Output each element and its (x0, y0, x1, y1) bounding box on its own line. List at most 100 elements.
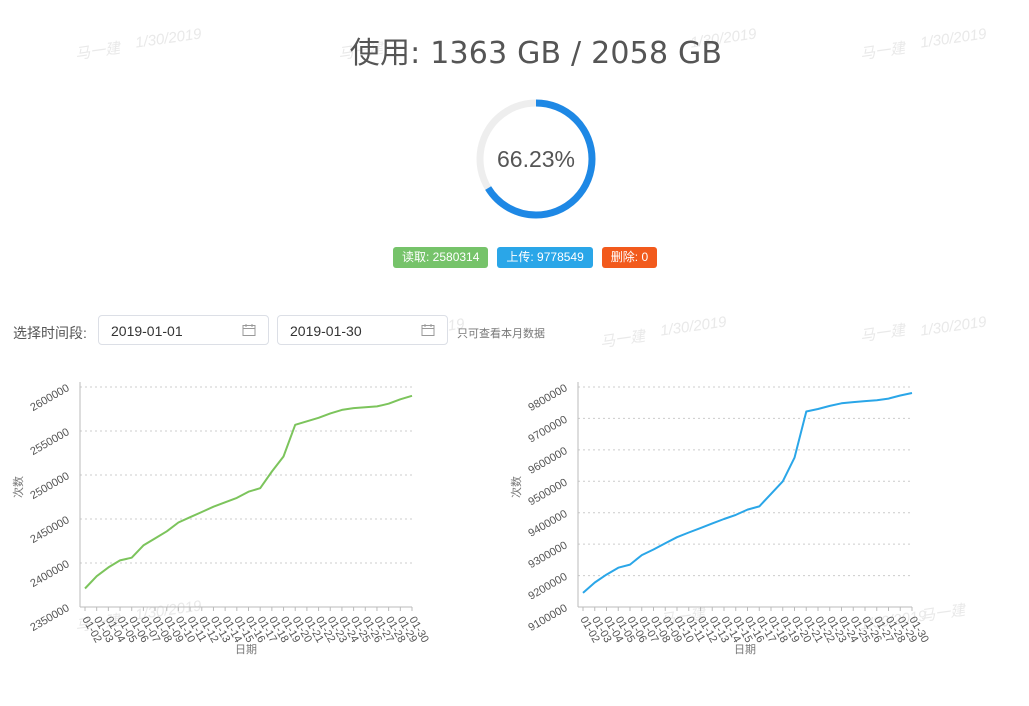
y-tick-label: 9800000 (526, 382, 569, 414)
data-point (770, 493, 772, 495)
data-point (411, 395, 413, 397)
data-point (594, 581, 596, 583)
data-point (617, 567, 619, 569)
read-count-chart: 2350000 2400000 2450000 2500000 2550000 26000… (0, 360, 440, 675)
data-point (688, 531, 690, 533)
end-date-picker[interactable]: 2019-01-30 (277, 315, 448, 345)
data-point (817, 408, 819, 410)
data-point (840, 402, 842, 404)
read-count-badge: 读取: 2580314 (393, 247, 489, 268)
stats-badges: 读取: 2580314 上传: 9778549 删除: 0 (393, 247, 658, 268)
y-tick-label: 9500000 (526, 476, 569, 508)
data-point (329, 412, 331, 414)
data-point (259, 487, 261, 489)
x-axis-title: 日期 (734, 643, 756, 656)
y-tick-label: 2350000 (28, 602, 71, 634)
data-point (119, 559, 121, 561)
data-point (154, 537, 156, 539)
data-point (782, 480, 784, 482)
data-point (887, 397, 889, 399)
data-point (95, 575, 97, 577)
y-tick-label: 2400000 (28, 558, 71, 590)
series-line (582, 392, 913, 594)
data-point (629, 563, 631, 565)
data-point (876, 399, 878, 401)
data-point (271, 470, 273, 472)
data-point (236, 497, 238, 499)
data-point (352, 407, 354, 409)
usage-percent: 66.23% (496, 146, 575, 172)
calendar-icon (421, 323, 435, 342)
series-line (84, 394, 413, 590)
upload-count-chart-svg: 9100000920000093000009400000950000096000… (509, 382, 931, 656)
y-tick-label: 9100000 (526, 602, 569, 634)
storage-usage-title: 使用: 1363 GB / 2058 GB (349, 36, 723, 71)
data-point (864, 400, 866, 402)
data-point (166, 530, 168, 532)
data-point (805, 410, 807, 412)
progress-ring-svg (476, 99, 596, 219)
y-axis-title: 次数 (11, 476, 25, 498)
delete-count-badge: 删除: 0 (601, 247, 658, 268)
start-date-picker[interactable]: 2019-01-01 (98, 315, 269, 345)
data-point (793, 457, 795, 459)
date-range-hint: 只可查看本月数据 (457, 328, 545, 340)
data-point (189, 516, 191, 518)
data-point (201, 511, 203, 513)
data-point (699, 527, 701, 529)
data-point (317, 417, 319, 419)
data-point (735, 514, 737, 516)
y-tick-label: 2600000 (28, 382, 71, 414)
data-point (723, 518, 725, 520)
data-point (341, 409, 343, 411)
watermark-text: 马一建 (859, 321, 907, 346)
upload-count-badge: 上传: 9778549 (497, 247, 593, 268)
date-range-label: 选择时间段: (13, 325, 87, 341)
data-point (376, 405, 378, 407)
start-date-value: 2019-01-01 (111, 323, 183, 339)
data-point (758, 505, 760, 507)
read-count-chart-svg: 2350000 2400000 2450000 2500000 2550000 26000… (11, 382, 431, 656)
calendar-icon (242, 323, 256, 342)
data-point (131, 557, 133, 559)
y-tick-label: 2500000 (28, 470, 71, 502)
data-point (899, 394, 901, 396)
data-point (142, 544, 144, 546)
data-point (177, 521, 179, 523)
watermark-text: 1/30/2019 (659, 313, 728, 340)
data-point (364, 406, 366, 408)
x-axis-title: 日期 (235, 643, 257, 656)
progress-ring-fill (476, 99, 596, 219)
data-point (84, 587, 86, 589)
y-tick-label: 2550000 (28, 426, 71, 458)
y-tick-label: 9200000 (526, 571, 569, 603)
data-point (711, 522, 713, 524)
data-point (676, 536, 678, 538)
data-point (582, 592, 584, 594)
data-point (829, 405, 831, 407)
y-tick-label: 9300000 (526, 539, 569, 571)
data-point (664, 542, 666, 544)
data-point (294, 424, 296, 426)
upload-count-chart: 9100000 9200000 9300000 9400000 9500000 96000… (500, 360, 940, 675)
y-tick-label: 2450000 (28, 514, 71, 546)
data-point (605, 573, 607, 575)
data-point (641, 554, 643, 556)
usage-progress-ring: 66.23% (474, 97, 598, 221)
y-tick-label: 9600000 (526, 445, 569, 477)
data-point (212, 505, 214, 507)
data-point (746, 508, 748, 510)
y-axis-title: 次数 (509, 476, 523, 498)
data-point (247, 491, 249, 493)
data-point (852, 401, 854, 403)
y-tick-label: 9400000 (526, 508, 569, 540)
end-date-value: 2019-01-30 (290, 323, 362, 339)
data-point (282, 455, 284, 457)
data-point (387, 403, 389, 405)
watermark-text: 马一建 (599, 327, 647, 352)
data-point (306, 420, 308, 422)
data-point (107, 566, 109, 568)
watermark-text: 1/30/2019 (919, 313, 988, 340)
data-point (224, 501, 226, 503)
data-point (399, 398, 401, 400)
